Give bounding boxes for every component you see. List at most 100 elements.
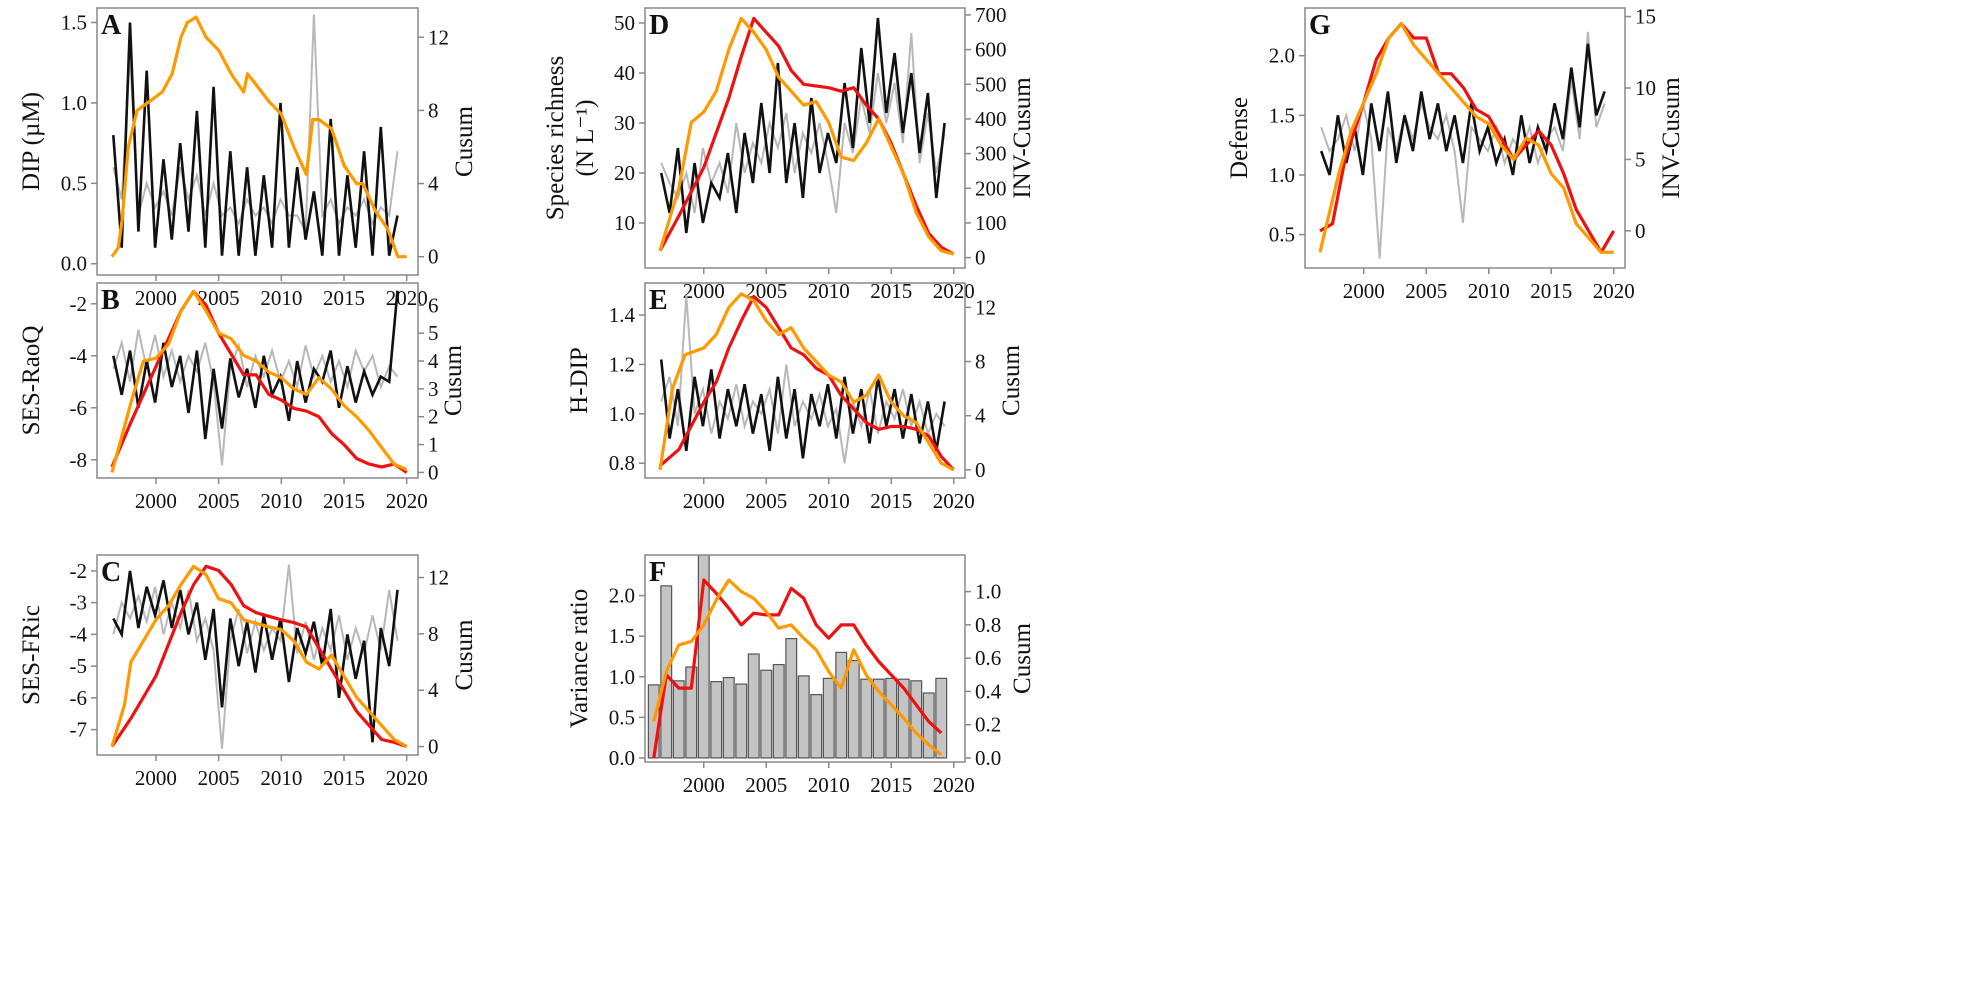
- x-tick-label: 2010: [260, 489, 302, 513]
- orange-cusum-line: [1318, 22, 1614, 254]
- y-tick-label: 0.5: [1269, 223, 1295, 247]
- y-axis-label: SES-FRic: [18, 605, 45, 705]
- panel-b: 2000 2005 2010 2015 2020 -8 -6 -4 -2 0 1 2 3 4 5 6 SES-R…: [18, 282, 467, 513]
- y-axis-label: H-DIP: [566, 347, 593, 414]
- variance-bar: [760, 669, 773, 759]
- variance-bar: [910, 680, 923, 759]
- variance-bar: [835, 651, 848, 759]
- red-cusum-line: [652, 578, 943, 759]
- y-tick-label: 0.8: [609, 451, 635, 475]
- y2-tick-label: 600: [975, 38, 1007, 62]
- variance-bar: [685, 666, 698, 759]
- y2-axis-label: INV-Cusum: [1658, 77, 1685, 199]
- y-axis-label: Defense: [1226, 97, 1253, 179]
- y2-tick-label: 8: [428, 98, 439, 122]
- y2-tick-label: 5: [1635, 147, 1646, 171]
- y-tick-label: 1.4: [609, 303, 636, 327]
- x-tick-label: 2005: [198, 489, 240, 513]
- x-tick-label: 2010: [1468, 279, 1510, 303]
- y-axis-label: SES-RaoQ: [18, 326, 45, 436]
- variance-bar: [810, 694, 823, 759]
- y-tick-label: 1.0: [61, 91, 87, 115]
- y2-tick-label: 3: [428, 377, 439, 401]
- y2-tick-label: 12: [428, 25, 449, 49]
- y-tick-label: 1.0: [609, 402, 635, 426]
- variance-bar: [647, 684, 660, 759]
- y2-axis-label: Cusum: [440, 345, 467, 416]
- y-axis-label: Variance ratio: [566, 589, 593, 729]
- orange-cusum-line: [110, 564, 408, 748]
- y2-tick-label: 0.2: [975, 713, 1001, 737]
- y2-tick-label: 0.4: [975, 679, 1002, 703]
- black-series-line: [1319, 43, 1606, 176]
- y-tick-label: -6: [70, 396, 88, 420]
- y-tick-label: 2.0: [1269, 44, 1295, 68]
- plot-frame: [644, 282, 966, 479]
- x-tick-label: 2010: [808, 773, 850, 797]
- plot-area: [658, 292, 955, 472]
- x-tick-label: 2000: [135, 766, 177, 790]
- y2-axis-label: Cusum: [451, 619, 478, 690]
- plot-area: [110, 14, 407, 259]
- x-tick-label: 2015: [870, 773, 912, 797]
- y2-tick-label: 0: [1635, 219, 1646, 243]
- variance-bar: [872, 678, 885, 759]
- panel-a: 2000 2005 2010 2015 20200.00.51.01.504812DIP…: [18, 7, 478, 310]
- gray-series-line: [112, 14, 399, 236]
- y-tick-label: -4: [70, 344, 88, 368]
- plot-frame: [96, 282, 419, 479]
- x-tick-label: 2015: [1530, 279, 1572, 303]
- x-tick-label: 2010: [260, 286, 302, 310]
- plot-frame: [644, 7, 966, 269]
- x-tick-label: 2000: [135, 286, 177, 310]
- y2-tick-label: 100: [975, 211, 1007, 235]
- black-series-line: [659, 17, 946, 234]
- y2-tick-label: 1: [428, 433, 439, 457]
- y2-tick-label: 0: [428, 245, 439, 269]
- variance-bar: [747, 653, 760, 759]
- plot-area: [1318, 22, 1616, 259]
- gray-series-line: [112, 564, 399, 749]
- red-cusum-line: [1319, 22, 1616, 254]
- y2-tick-label: 12: [428, 566, 449, 590]
- y-tick-label: -2: [70, 292, 88, 316]
- y-tick-label: 2.0: [609, 584, 635, 608]
- panel-d: 2000 2005 2010 2015 202010203040500100200300…: [542, 3, 1036, 303]
- y-tick-label: -6: [70, 686, 88, 710]
- x-tick-label: 2020: [933, 489, 975, 513]
- variance-bar: [672, 680, 685, 759]
- y-tick-label: 40: [614, 61, 635, 85]
- panel-letter: D: [649, 10, 669, 41]
- panel-letter: C: [101, 557, 121, 588]
- y-tick-label: -8: [70, 448, 88, 472]
- y2-tick-label: 0: [428, 735, 439, 759]
- plot-frame: [96, 7, 419, 276]
- plot-area: [110, 289, 408, 474]
- y-tick-label: 1.0: [1269, 163, 1295, 187]
- y-tick-label: 1.5: [1269, 103, 1295, 127]
- y2-tick-label: 2: [428, 405, 439, 429]
- orange-cusum-line: [110, 15, 407, 259]
- orange-cusum-line: [658, 16, 955, 256]
- plot-area: [647, 555, 948, 759]
- y-tick-label: 1.5: [61, 10, 87, 34]
- y2-axis-label: INV-Cusum: [1009, 77, 1036, 199]
- variance-bar: [860, 678, 873, 759]
- variance-bar: [847, 659, 860, 759]
- y-tick-label: 0.5: [61, 171, 87, 195]
- variance-bar: [697, 555, 710, 759]
- panel-e: 2000 2005 2010 2015 2020 0.8 1.0 1.2 1.4 0 4 8 12 H-D…: [566, 282, 1025, 513]
- variance-bar: [885, 677, 898, 759]
- y2-tick-label: 0.6: [975, 646, 1001, 670]
- y2-tick-label: 8: [428, 622, 439, 646]
- y2-tick-label: 4: [428, 678, 439, 702]
- y2-tick-label: 400: [975, 107, 1007, 131]
- variance-bar: [772, 663, 785, 759]
- y-tick-label: 30: [614, 111, 635, 135]
- y2-tick-label: 4: [428, 349, 439, 373]
- panel-f: 2000 2005 2010 2015 20200.00.51.01.52.00.00.…: [566, 554, 1036, 797]
- x-tick-label: 2010: [808, 489, 850, 513]
- y2-tick-label: 12: [975, 295, 996, 319]
- x-tick-label: 2020: [1593, 279, 1635, 303]
